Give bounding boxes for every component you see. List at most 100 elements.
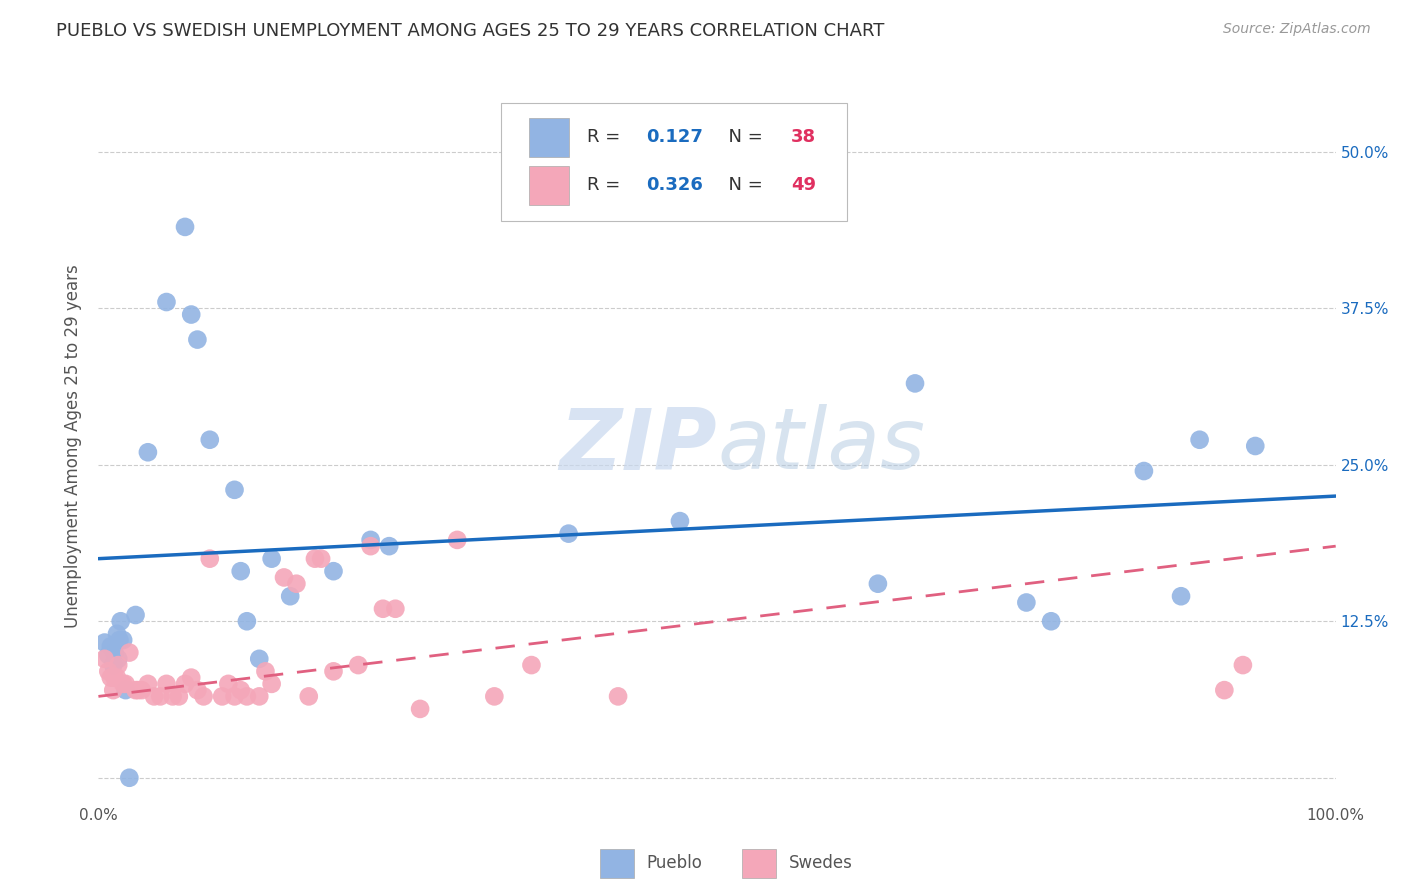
Point [180,671,202,685]
Point [105,627,128,641]
Text: R =: R = [588,177,626,194]
Point [124,683,146,698]
Point [378,539,401,553]
Point [298,690,321,704]
Point [114,677,136,691]
Point [174,219,197,234]
Point [186,683,208,698]
Point [136,445,159,459]
Point [112,633,135,648]
Point [131,683,153,698]
Text: PUEBLO VS SWEDISH UNEMPLOYMENT AMONG AGES 25 TO 29 YEARS CORRELATION CHART: PUEBLO VS SWEDISH UNEMPLOYMENT AMONG AGE… [56,22,884,40]
Point [149,690,172,704]
Point [97,665,120,679]
Point [217,677,239,691]
Point [1232,658,1254,673]
Point [260,677,283,691]
Point [124,607,146,622]
Point [127,683,149,698]
Point [1015,595,1038,609]
Point [103,683,125,698]
Point [409,702,432,716]
Point [93,652,115,666]
Y-axis label: Unemployment Among Ages 25 to 29 years: Unemployment Among Ages 25 to 29 years [65,264,83,628]
Point [211,690,233,704]
Point [229,683,252,698]
Bar [599,849,634,878]
Point [1188,433,1211,447]
Point [174,677,197,691]
Point [384,601,406,615]
Point [360,533,382,547]
Point [446,533,468,547]
Point [669,514,692,528]
Text: Swedes: Swedes [789,855,852,872]
Text: 49: 49 [792,177,817,194]
Point [143,690,166,704]
Point [224,483,246,497]
Point [360,539,382,553]
Point [236,614,259,628]
Point [110,614,132,628]
Point [254,665,277,679]
Text: 38: 38 [792,128,817,146]
Point [520,658,543,673]
Point [118,646,141,660]
Point [247,652,270,666]
Point [198,551,221,566]
Point [97,648,120,662]
Point [229,564,252,578]
Bar [742,849,776,878]
Point [247,690,270,704]
Point [309,551,332,566]
Point [162,690,184,704]
Text: R =: R = [588,128,626,146]
Point [100,640,122,654]
Point [167,690,190,704]
Point [273,570,295,584]
Point [278,589,301,603]
Point [107,652,129,666]
Point [322,665,344,679]
Point [236,690,259,704]
Point [866,576,889,591]
Bar [529,166,568,205]
Point [118,771,141,785]
FancyBboxPatch shape [501,103,846,221]
Point [107,658,129,673]
Text: N =: N = [717,128,769,146]
Point [304,551,326,566]
Point [484,690,506,704]
Point [93,635,115,649]
Text: 0.127: 0.127 [647,128,703,146]
Point [180,308,202,322]
Point [285,576,308,591]
Point [607,690,630,704]
Point [103,671,125,685]
Point [103,646,125,660]
Text: N =: N = [717,177,769,194]
Point [1244,439,1267,453]
Text: 0.326: 0.326 [647,177,703,194]
Point [904,376,927,391]
Point [1040,614,1063,628]
Point [100,671,122,685]
Point [186,333,208,347]
Point [155,295,177,310]
Point [155,677,177,691]
Text: ZIP: ZIP [560,404,717,488]
Point [198,433,221,447]
Point [108,633,131,648]
Point [322,564,344,578]
Text: Source: ZipAtlas.com: Source: ZipAtlas.com [1223,22,1371,37]
Point [103,658,125,673]
Point [1213,683,1236,698]
Point [371,601,394,615]
Point [1133,464,1156,478]
Point [136,677,159,691]
Point [260,551,283,566]
Point [112,677,135,691]
Bar [529,118,568,157]
Point [105,671,128,685]
Point [193,690,215,704]
